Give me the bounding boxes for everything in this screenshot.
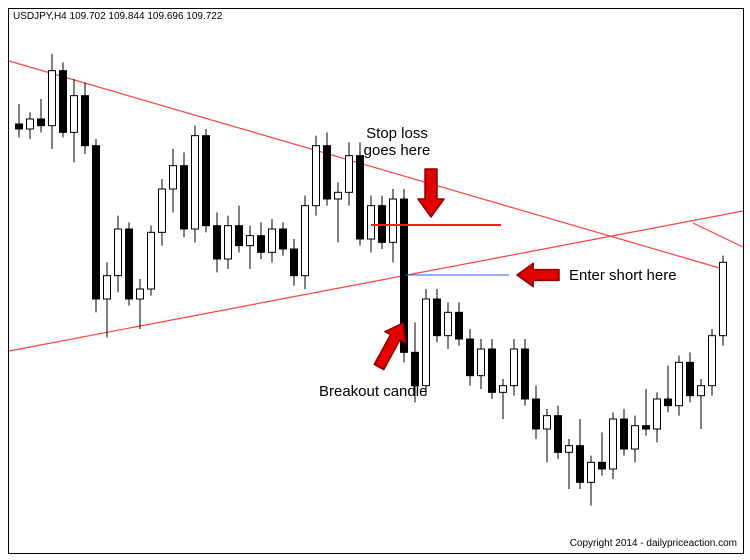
breakout-candle-label: Breakout candle bbox=[319, 383, 427, 400]
stoploss-label: Stop lossgoes here bbox=[364, 125, 431, 160]
chart-frame: USDJPY,H4 109.702 109.844 109.696 109.72… bbox=[8, 8, 744, 554]
copyright-text: Copyright 2014 - dailypriceaction.com bbox=[570, 538, 737, 549]
enter-short-label: Enter short here bbox=[569, 267, 677, 284]
